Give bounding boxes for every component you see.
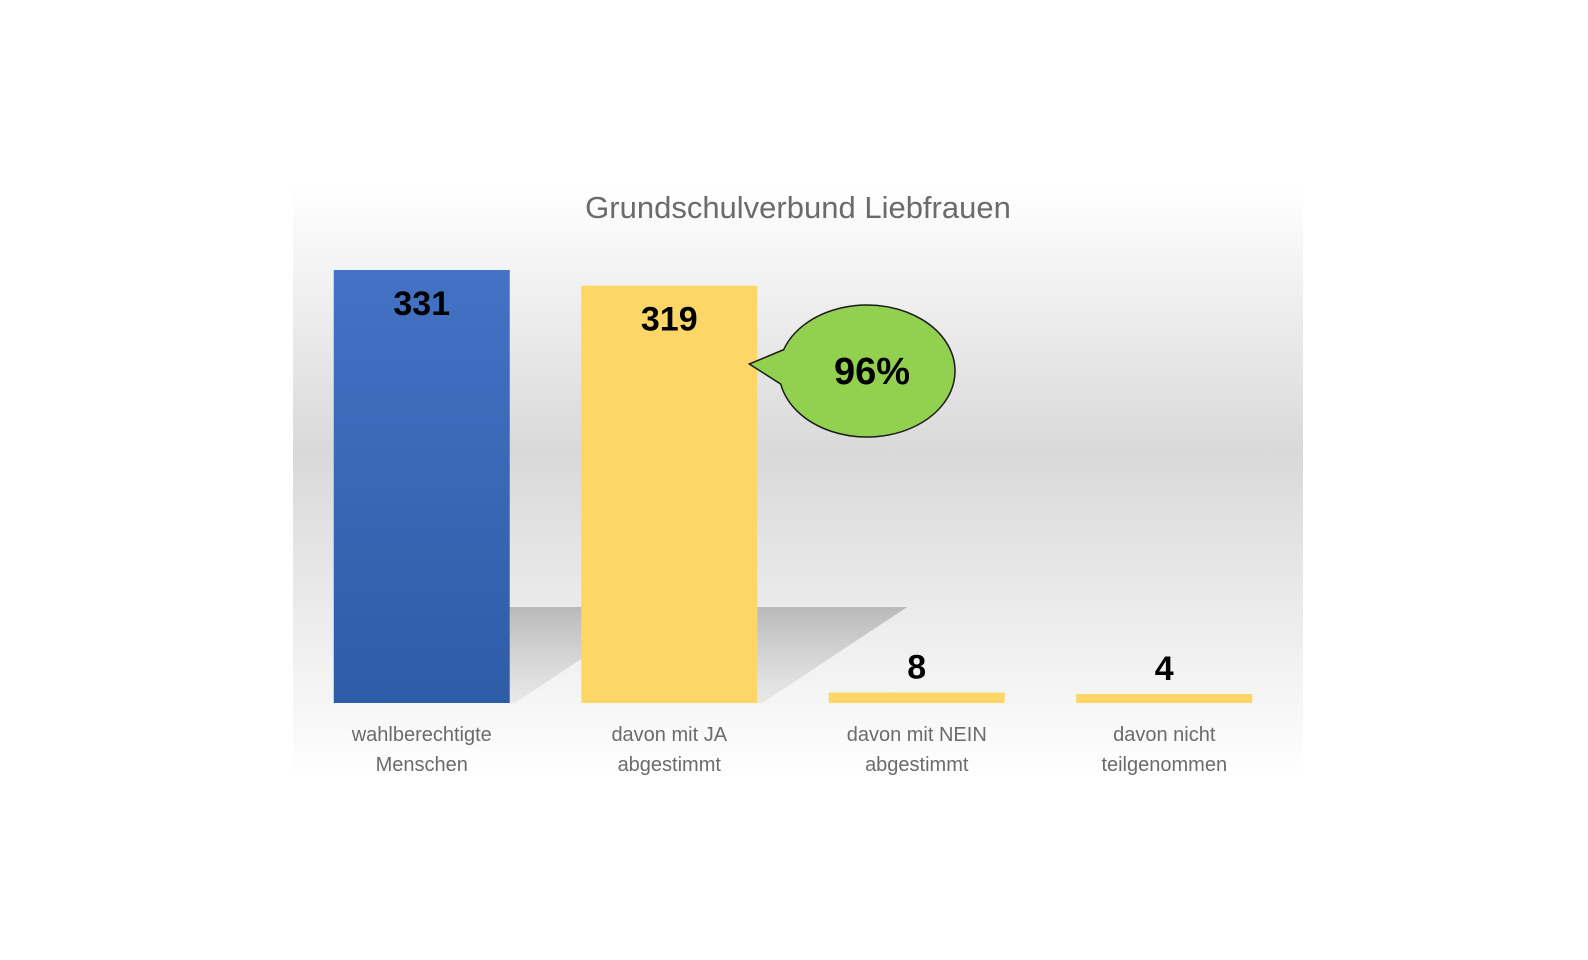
value-label-1: 331 [393,285,450,323]
bar-4 [1076,694,1253,703]
category-labels: wahlberechtigte Menschen davon mit JA abges… [351,724,1227,776]
callout-bubble [747,304,956,438]
category-label-2-line-2: abgestimmt [618,754,722,776]
bar-shadow [757,607,908,703]
value-label-3: 8 [907,649,926,687]
category-label-3-line-2: abgestimmt [865,754,969,776]
category-label-3-line-1: davon mit NEIN [847,724,987,746]
value-label-2: 319 [641,301,698,339]
bar-1 [333,270,510,703]
category-label-1-line-1: wahlberechtigte [351,724,492,746]
bar-2 [581,285,758,703]
percentage-callout: 96% [747,304,956,438]
category-label-2-line-1: davon mit JA [611,724,727,746]
chart-title: Grundschulverbund Liebfrauen [585,190,1011,225]
category-label-4-line-2: teilgenommen [1101,754,1227,776]
callout-percentage: 96% [834,351,910,393]
value-label-4: 4 [1155,650,1174,688]
category-label-1-line-2: Menschen [376,754,468,776]
bars [333,270,1253,703]
category-label-4-line-1: davon nicht [1113,724,1216,746]
bar-3 [828,692,1005,703]
value-labels: 331 319 8 4 [393,285,1173,688]
